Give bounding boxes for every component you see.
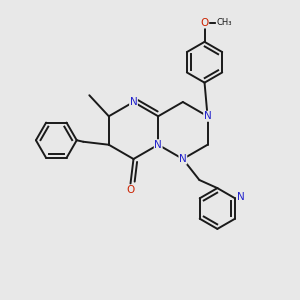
Text: N: N: [204, 111, 212, 121]
Text: O: O: [126, 185, 135, 195]
Text: N: N: [130, 97, 137, 107]
Text: O: O: [200, 18, 209, 28]
Text: N: N: [179, 154, 187, 164]
Text: CH₃: CH₃: [216, 19, 232, 28]
Text: N: N: [237, 192, 244, 202]
Text: N: N: [154, 140, 162, 150]
